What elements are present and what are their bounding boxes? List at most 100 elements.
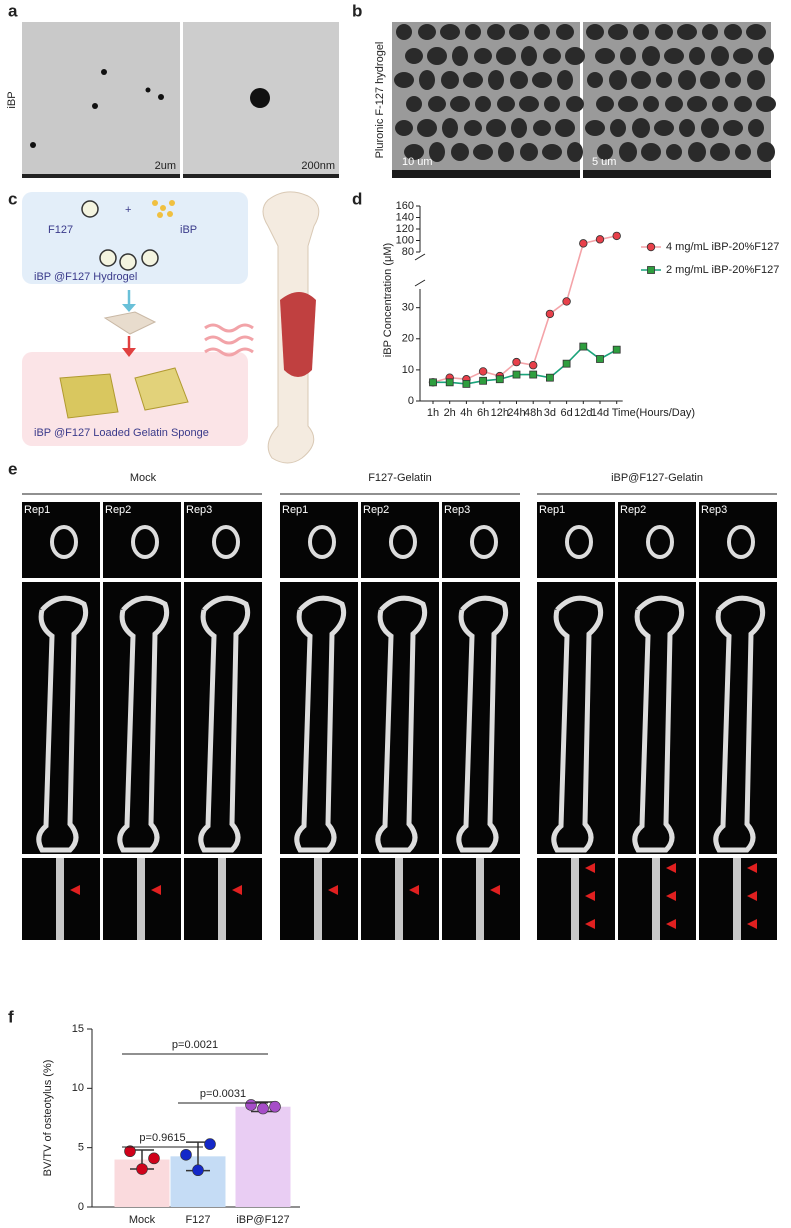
ct-image (618, 582, 696, 854)
arrowhead (666, 891, 676, 901)
data-point (269, 1100, 281, 1113)
pore (555, 119, 575, 137)
pore (396, 24, 412, 40)
pore (587, 72, 603, 88)
pore (666, 144, 682, 160)
group-title: F127-Gelatin (368, 472, 432, 484)
pore (757, 142, 775, 162)
scale-bar: 2um (155, 160, 176, 172)
pore (664, 48, 684, 64)
hydrogel (103, 311, 157, 335)
tem-image (22, 22, 180, 178)
shaft (218, 858, 226, 940)
marker (612, 345, 621, 354)
marker (512, 370, 521, 379)
femur (198, 595, 251, 853)
row-label: iBP (6, 91, 18, 108)
pore (452, 46, 468, 66)
x-tick-label: 2h (444, 407, 456, 419)
y-tick-label: 0 (408, 395, 414, 407)
cross-section (565, 525, 593, 559)
pore (700, 71, 720, 89)
ct-image (184, 582, 262, 854)
pore (475, 96, 491, 112)
pore (543, 48, 561, 64)
pore (665, 96, 683, 112)
label: iBP @F127 Loaded Gelatin Sponge (34, 427, 209, 439)
p-value: p=0.0031 (200, 1088, 246, 1100)
femur (117, 595, 170, 853)
marker (529, 370, 538, 379)
pore (429, 142, 445, 162)
data-point (245, 1099, 257, 1111)
marker (647, 266, 655, 274)
pore (464, 120, 482, 136)
femur (551, 595, 604, 853)
pore (725, 72, 741, 88)
y-tick-label: 140 (396, 211, 414, 223)
pore (498, 142, 514, 162)
femur (456, 595, 509, 853)
x-tick-label: Mock (129, 1214, 156, 1226)
pore (746, 24, 766, 40)
pore (451, 143, 469, 161)
arrowhead (747, 863, 757, 873)
pore (711, 46, 729, 66)
waves (204, 323, 254, 357)
marker (445, 378, 454, 387)
ct-image (361, 582, 439, 854)
y-tick-label: 160 (396, 200, 414, 212)
x-tick-label: 14d (591, 407, 609, 419)
arrowhead (747, 891, 757, 901)
pore (473, 144, 493, 160)
y-tick-label: 80 (402, 246, 414, 258)
pore (687, 96, 707, 112)
pore (534, 24, 550, 40)
sponge (59, 373, 119, 419)
pore (734, 96, 752, 112)
x-tick-label: 6h (477, 407, 489, 419)
arrowhead (409, 885, 419, 895)
ct-image (184, 502, 262, 578)
pore (406, 96, 422, 112)
pore (567, 142, 583, 162)
data-point (180, 1148, 192, 1161)
pore (404, 144, 424, 160)
pore (735, 144, 751, 160)
pore (520, 143, 538, 161)
bar (235, 1106, 291, 1207)
wound (280, 292, 316, 377)
shaft (314, 858, 322, 940)
marker (596, 355, 604, 363)
x-tick-label: 3d (544, 407, 556, 419)
femur (36, 595, 89, 853)
group-title: iBP@F127-Gelatin (611, 472, 703, 484)
data-point (257, 1102, 269, 1115)
y-tick-label: 15 (72, 1023, 84, 1035)
pore (418, 24, 436, 40)
ct-image (103, 502, 181, 578)
rep-label: Rep3 (701, 504, 727, 516)
pore (642, 46, 660, 66)
panel-label: d (352, 189, 362, 208)
pore (608, 24, 628, 40)
marker (529, 361, 538, 370)
pore (689, 47, 705, 65)
x-tick-label: 24h (507, 407, 525, 419)
femur (375, 595, 428, 853)
femur (713, 595, 766, 853)
shaft (652, 858, 660, 940)
ct-image (280, 582, 358, 854)
pore (596, 96, 614, 112)
x-tick-label: 4h (460, 407, 472, 419)
panel-label: e (8, 459, 17, 478)
arrowhead (585, 863, 595, 873)
pore (417, 119, 437, 137)
scale-strip (392, 170, 580, 178)
cross-section (646, 525, 674, 559)
shaft (137, 858, 145, 940)
cross-section (50, 525, 78, 559)
scale-bar: 10 um (402, 156, 433, 168)
